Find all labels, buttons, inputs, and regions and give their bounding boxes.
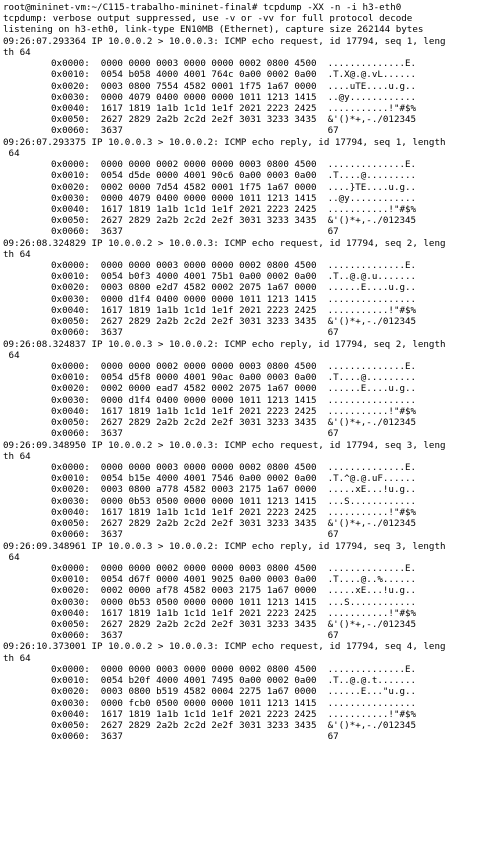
- terminal-line: 64: [3, 551, 20, 563]
- hex-dump-line: 0x0020: 0002 0000 7d54 4582 0001 1f75 1a…: [51, 181, 417, 193]
- hex-dump-line: 0x0050: 2627 2829 2a2b 2c2d 2e2f 3031 32…: [51, 518, 417, 530]
- hex-dump-line: 0x0000: 0000 0000 0002 0000 0000 0003 08…: [51, 159, 417, 171]
- hex-dump-line: 0x0030: 0000 0b53 0500 0000 0000 1011 12…: [51, 596, 417, 608]
- hex-dump-line: 0x0000: 0000 0000 0003 0000 0000 0002 08…: [51, 260, 417, 272]
- terminal-line: th 64: [3, 652, 31, 664]
- hex-dump-line: 0x0030: 0000 d1f4 0400 0000 0000 1011 12…: [51, 394, 417, 406]
- hex-dump-line: 0x0030: 0000 d1f4 0400 0000 0000 1011 12…: [51, 293, 417, 305]
- hex-dump-line: 0x0050: 2627 2829 2a2b 2c2d 2e2f 3031 32…: [51, 619, 417, 631]
- hex-dump-line: 0x0060: 3637 67: [51, 428, 339, 440]
- terminal-line: 09:26:07.293364 IP 10.0.0.2 > 10.0.0.3: …: [3, 35, 446, 47]
- hex-dump-line: 0x0040: 1617 1819 1a1b 1c1d 1e1f 2021 22…: [51, 506, 417, 518]
- hex-dump-line: 0x0050: 2627 2829 2a2b 2c2d 2e2f 3031 32…: [51, 417, 417, 429]
- hex-dump-line: 0x0020: 0002 0000 ead7 4582 0002 2075 1a…: [51, 383, 417, 395]
- terminal-line: th 64: [3, 450, 31, 462]
- hex-dump-line: 0x0010: 0054 d67f 0000 4001 9025 0a00 00…: [51, 574, 417, 586]
- hex-dump-line: 0x0000: 0000 0000 0002 0000 0000 0003 08…: [51, 562, 417, 574]
- hex-dump-line: 0x0000: 0000 0000 0003 0000 0000 0002 08…: [51, 663, 417, 675]
- hex-dump-line: 0x0020: 0003 0800 a778 4582 0003 2175 1a…: [51, 484, 417, 496]
- terminal-line: 09:26:08.324829 IP 10.0.0.2 > 10.0.0.3: …: [3, 237, 446, 249]
- hex-dump-line: 0x0000: 0000 0000 0003 0000 0000 0002 08…: [51, 461, 417, 473]
- terminal-line: 64: [3, 349, 20, 361]
- hex-dump-line: 0x0040: 1617 1819 1a1b 1c1d 1e1f 2021 22…: [51, 304, 417, 316]
- terminal-line: tcpdump: verbose output suppressed, use …: [3, 13, 413, 25]
- hex-dump-line: 0x0040: 1617 1819 1a1b 1c1d 1e1f 2021 22…: [51, 203, 417, 215]
- terminal-line: listening on h3-eth0, link-type EN10MB (…: [3, 24, 424, 36]
- terminal-line: th 64: [3, 46, 31, 58]
- hex-dump-line: 0x0060: 3637 67: [51, 630, 339, 642]
- hex-dump-line: 0x0040: 1617 1819 1a1b 1c1d 1e1f 2021 22…: [51, 102, 417, 114]
- terminal-line: 09:26:09.348950 IP 10.0.0.2 > 10.0.0.3: …: [3, 439, 446, 451]
- hex-dump-line: 0x0010: 0054 b0f3 4000 4001 75b1 0a00 00…: [51, 271, 417, 283]
- hex-dump-line: 0x0060: 3637 67: [51, 529, 339, 541]
- hex-dump-line: 0x0050: 2627 2829 2a2b 2c2d 2e2f 3031 32…: [51, 316, 417, 328]
- hex-dump-line: 0x0010: 0054 d5de 0000 4001 90c6 0a00 00…: [51, 170, 417, 182]
- terminal-line: 09:26:07.293375 IP 10.0.0.3 > 10.0.0.2: …: [3, 136, 446, 148]
- terminal-line: 09:26:10.373001 IP 10.0.0.2 > 10.0.0.3: …: [3, 641, 446, 653]
- hex-dump-line: 0x0020: 0002 0000 af78 4582 0003 2175 1a…: [51, 585, 417, 597]
- hex-dump-line: 0x0010: 0054 b20f 4000 4001 7495 0a00 00…: [51, 675, 417, 687]
- hex-dump-line: 0x0060: 3637 67: [51, 125, 339, 137]
- hex-dump-line: 0x0030: 0000 fcb0 0500 0000 0000 1011 12…: [51, 697, 417, 709]
- hex-dump-line: 0x0050: 2627 2829 2a2b 2c2d 2e2f 3031 32…: [51, 114, 417, 126]
- hex-dump-line: 0x0010: 0054 b058 4000 4001 764c 0a00 00…: [51, 69, 417, 81]
- hex-dump-line: 0x0060: 3637 67: [51, 327, 339, 339]
- hex-dump-line: 0x0030: 0000 4079 0400 0000 0000 1011 12…: [51, 91, 417, 103]
- hex-dump-line: 0x0050: 2627 2829 2a2b 2c2d 2e2f 3031 32…: [51, 720, 417, 731]
- hex-dump-line: 0x0060: 3637 67: [51, 226, 339, 238]
- hex-dump-line: 0x0050: 2627 2829 2a2b 2c2d 2e2f 3031 32…: [51, 215, 417, 227]
- hex-dump-line: 0x0040: 1617 1819 1a1b 1c1d 1e1f 2021 22…: [51, 607, 417, 619]
- hex-dump-line: 0x0030: 0000 0b53 0500 0000 0000 1011 12…: [51, 495, 417, 507]
- terminal-line: th 64: [3, 248, 31, 260]
- hex-dump-line: 0x0000: 0000 0000 0002 0000 0000 0003 08…: [51, 361, 417, 372]
- hex-dump-line: 0x0020: 0003 0800 e2d7 4582 0002 2075 1a…: [51, 282, 417, 294]
- hex-dump-line: 0x0000: 0000 0000 0003 0000 0000 0002 08…: [51, 58, 417, 70]
- hex-dump-line: 0x0040: 1617 1819 1a1b 1c1d 1e1f 2021 22…: [51, 405, 417, 417]
- terminal-line: 64: [3, 147, 20, 159]
- hex-dump-line: 0x0020: 0003 0800 7554 4582 0001 1f75 1a…: [51, 80, 417, 92]
- terminal-line: 09:26:09.348961 IP 10.0.0.3 > 10.0.0.2: …: [3, 540, 446, 552]
- hex-dump-line: 0x0010: 0054 b15e 4000 4001 7546 0a00 00…: [51, 473, 417, 485]
- hex-dump-line: 0x0010: 0054 d5f8 0000 4001 90ac 0a00 00…: [51, 372, 417, 384]
- hex-dump-line: 0x0020: 0003 0800 b519 4582 0004 2275 1a…: [51, 686, 417, 698]
- hex-dump-line: 0x0040: 1617 1819 1a1b 1c1d 1e1f 2021 22…: [51, 708, 417, 720]
- hex-dump-line: 0x0030: 0000 4079 0400 0000 0000 1011 12…: [51, 192, 417, 204]
- terminal-line: root@mininet-vm:~/C115-trabalho-mininet-…: [3, 2, 402, 13]
- terminal-line: 09:26:08.324837 IP 10.0.0.3 > 10.0.0.2: …: [3, 338, 446, 350]
- hex-dump-line: 0x0060: 3637 67: [51, 731, 339, 743]
